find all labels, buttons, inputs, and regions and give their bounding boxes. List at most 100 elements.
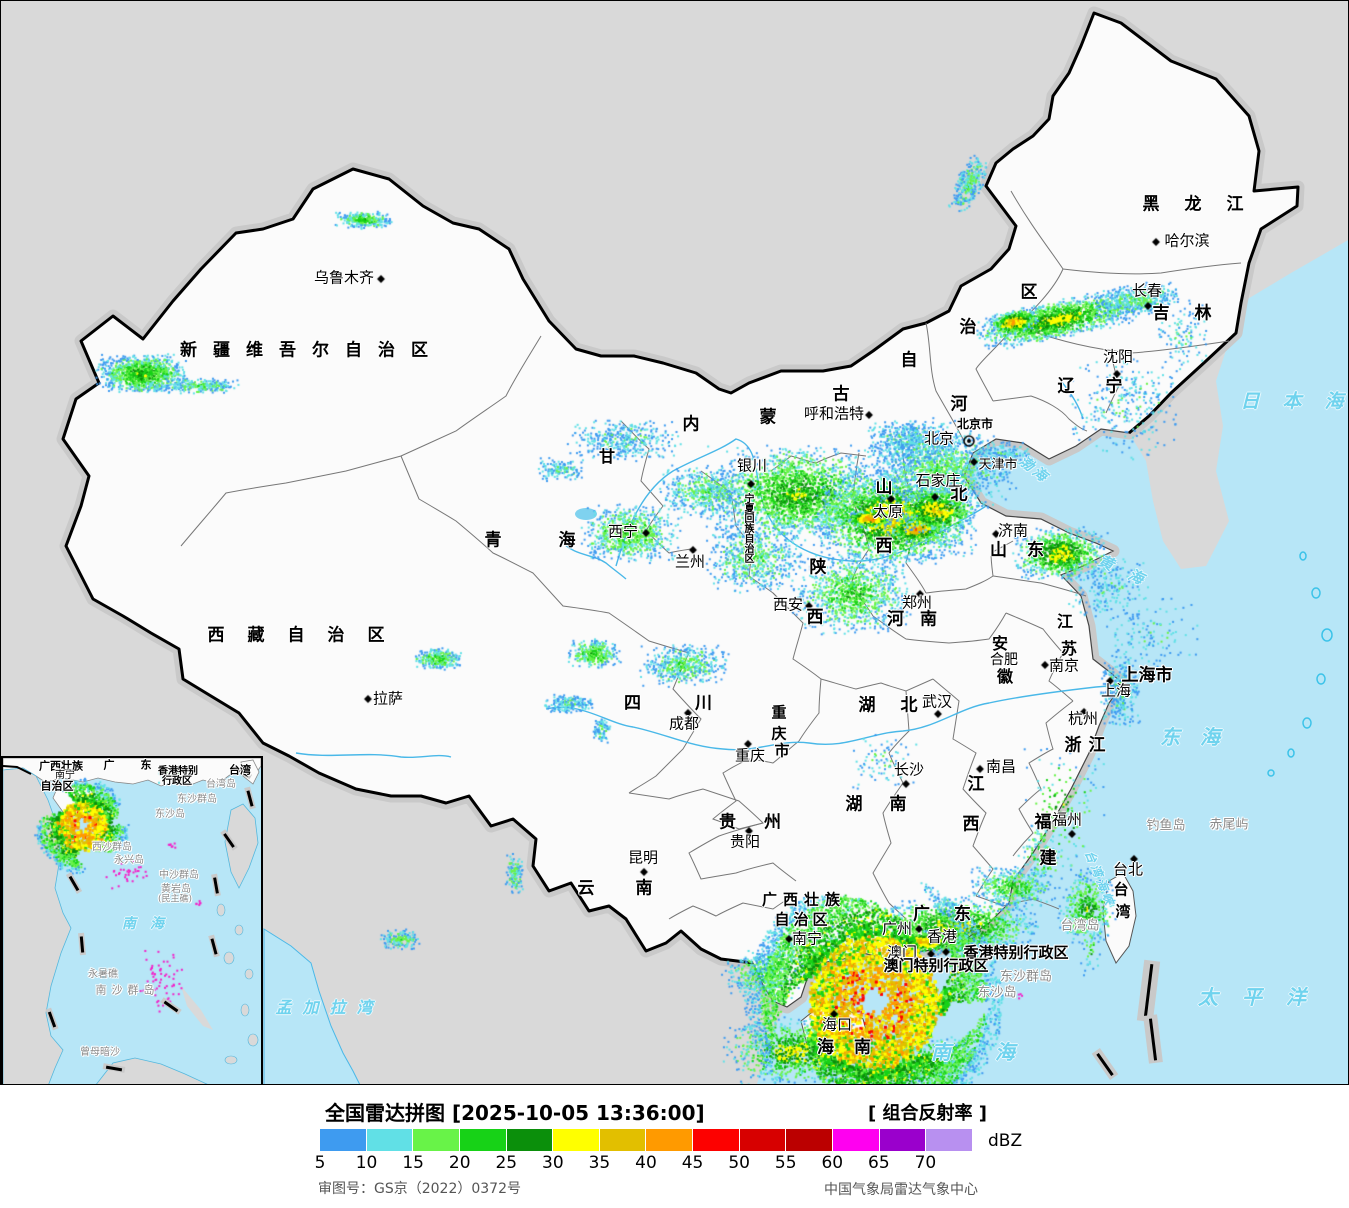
map-label: 辽宁 xyxy=(1057,376,1154,397)
legend-tick: 70 xyxy=(914,1153,937,1173)
map-label: 徽 xyxy=(996,667,1014,686)
legend-tick: 15 xyxy=(402,1153,424,1173)
map-label: 蒙 xyxy=(759,407,777,428)
map-label: 自治区 xyxy=(40,779,74,793)
map-label: 河 xyxy=(950,394,968,415)
map-label: 太平洋 xyxy=(1198,985,1330,1009)
map-label: 长春 xyxy=(1131,281,1163,300)
map-label: 古 xyxy=(832,384,850,405)
map-label: 吉林 xyxy=(1152,303,1237,324)
map-label: 东沙群岛 xyxy=(177,794,217,805)
map-label: 孟加拉湾 xyxy=(275,998,384,1017)
map-label: 兰州 xyxy=(674,552,706,571)
map-label: 四川 xyxy=(624,693,766,714)
map-label: 福州 xyxy=(1051,810,1083,829)
legend-tick: 25 xyxy=(495,1153,518,1173)
map-label: 市 xyxy=(774,741,790,760)
map-label: 新疆维吾尔自治区 xyxy=(180,340,444,361)
map-label: 内 xyxy=(682,414,700,435)
map-label: 行政区 xyxy=(162,776,192,787)
map-label: 合肥 xyxy=(990,652,1018,668)
map-label: 南海 xyxy=(931,1040,1059,1064)
map-label: 建 xyxy=(1039,848,1057,869)
legend-tick: 30 xyxy=(542,1153,564,1173)
map-label: 成都 xyxy=(668,714,700,733)
map-label: 海口 xyxy=(821,1015,853,1034)
map-label: 西 xyxy=(806,607,824,628)
map-label: 自治区 xyxy=(774,910,832,929)
legend-tick: 35 xyxy=(588,1153,611,1173)
map-label: 贵州 xyxy=(719,812,809,833)
map-label: 治 xyxy=(959,317,977,338)
legend-color-cell xyxy=(739,1129,787,1151)
map-label: 南京 xyxy=(1048,656,1080,675)
map-label: 台北 xyxy=(1112,860,1144,879)
map-label: 广州 xyxy=(881,919,913,938)
map-label: 香港 xyxy=(926,927,958,946)
map-label: 澳门特别行政区 xyxy=(883,956,989,975)
map-label: 安 xyxy=(991,634,1009,653)
map-label: 区 xyxy=(1020,282,1038,303)
legend-color-cell xyxy=(459,1129,507,1151)
legend-tick: 60 xyxy=(821,1153,844,1173)
map-label: 东海 xyxy=(1160,725,1240,749)
map-label: 北 xyxy=(950,484,968,505)
legend-tick: 65 xyxy=(868,1153,890,1173)
map-label: 湾 xyxy=(1115,902,1131,921)
map-label: 台 xyxy=(1113,880,1129,899)
map-label: 庆 xyxy=(771,724,787,743)
legend-panel: 全国雷达拼图 [2025-10-05 13:36:00] [ 组合反射率 ] 5… xyxy=(0,1085,1349,1208)
product-label: [ 组合反射率 ] xyxy=(868,1103,987,1124)
map-label: 上海 xyxy=(1100,681,1132,700)
map-label: 西藏自治区 xyxy=(207,625,408,646)
map-label: 银川 xyxy=(736,456,768,475)
legend-color-cell xyxy=(833,1129,880,1151)
colorbar xyxy=(320,1129,972,1151)
map-label: 甘 xyxy=(598,447,616,466)
map-label: 渤海 xyxy=(1015,453,1052,487)
map-label: 广东 xyxy=(913,904,995,925)
legend-tick: 45 xyxy=(681,1153,704,1173)
map-label: 石家庄 xyxy=(915,471,961,490)
legend-tick: 5 xyxy=(314,1153,326,1173)
map-label: 江 xyxy=(967,774,985,795)
legend-color-cell xyxy=(926,1129,972,1151)
map-label: 台湾 xyxy=(229,763,251,777)
map-label: 澳门 xyxy=(886,943,918,962)
map-label: 日本海 xyxy=(1240,390,1343,413)
legend-color-cell xyxy=(506,1129,554,1151)
legend-tick: 20 xyxy=(448,1153,471,1173)
map-label: 青海 xyxy=(484,530,633,551)
map-label: 南宁 xyxy=(55,770,75,781)
legend-color-cell xyxy=(320,1129,367,1151)
map-label: 武汉 xyxy=(921,692,953,711)
map-label: 赤尾屿 xyxy=(1209,817,1249,833)
map-label: 东沙岛 xyxy=(155,809,185,820)
map-label: 海南 xyxy=(817,1037,891,1058)
map-label: 福 xyxy=(1034,812,1052,833)
map-label: 台湾海峡 xyxy=(1081,848,1118,910)
map-label: 上海市 xyxy=(1121,665,1173,686)
legend-color-cell xyxy=(553,1129,600,1151)
map-label: 西 xyxy=(875,536,893,557)
map-label: 湖北 xyxy=(858,695,943,716)
legend-color-cell xyxy=(693,1129,740,1151)
legend-color-cell xyxy=(413,1129,460,1151)
map-label: 自 xyxy=(900,350,918,371)
map-label: 天津市 xyxy=(978,457,1018,473)
legend-color-cell xyxy=(646,1129,694,1151)
map-label: 南沙群岛 xyxy=(95,983,160,997)
legend-color-cell xyxy=(599,1129,647,1151)
map-label: 云南 xyxy=(577,878,694,899)
map-label: 西安 xyxy=(772,595,804,614)
map-label: 江 xyxy=(1056,612,1074,631)
map-label: 东沙群岛 xyxy=(999,969,1053,985)
map-label: 拉萨 xyxy=(372,689,404,708)
map-label: 山东 xyxy=(990,540,1064,561)
map-label: 香港特别行政区 xyxy=(963,943,1069,962)
map-label: 香港特别 xyxy=(158,766,198,777)
map-label: 东 xyxy=(140,758,152,772)
unit-label: dBZ xyxy=(988,1131,1023,1151)
map-title: 全国雷达拼图 [2025-10-05 13:36:00] xyxy=(325,1101,705,1125)
